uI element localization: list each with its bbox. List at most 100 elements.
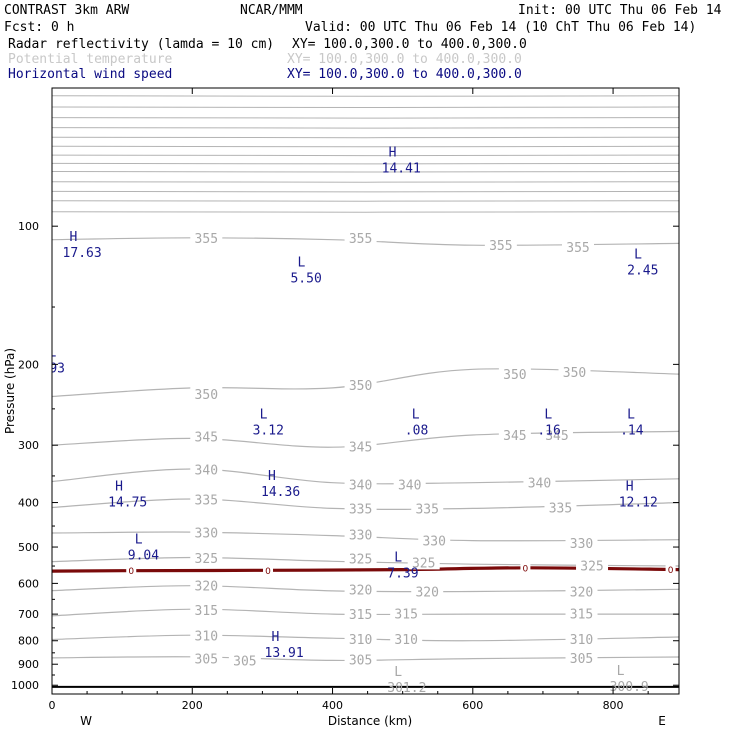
wind-extremum-value: 14.75	[108, 495, 147, 510]
y-axis-title: Pressure (hPa)	[3, 348, 17, 434]
wind-extremum-value: .14	[620, 424, 644, 439]
y-tick-label: 1000	[11, 679, 39, 692]
isentrope-label-bg	[344, 630, 377, 646]
wind-extremum-marker: L	[634, 248, 642, 263]
isentrope-label-bg	[565, 535, 598, 551]
reflectivity-contour-label: 0	[668, 566, 674, 576]
isentrope-label-350: 350	[195, 388, 218, 403]
wind-extremum-value: 12.12	[619, 495, 658, 510]
isentrope-label-bg	[562, 238, 595, 254]
isentrope-label-bg	[411, 500, 444, 516]
isentrope-label-340: 340	[398, 478, 421, 493]
isentrope-label-355: 355	[349, 232, 372, 247]
isentrope-label-305: 305	[349, 654, 372, 669]
isentrope-label-bg	[390, 630, 423, 646]
y-tick-label: 300	[18, 439, 39, 452]
reflectivity-contour-label: 0	[265, 567, 271, 577]
x-tick-label: 0	[49, 699, 56, 712]
crowded-isentrope-line	[52, 162, 679, 165]
isentrope-label-bg	[190, 524, 223, 540]
isentrope-label-330: 330	[422, 535, 445, 550]
isentrope-label-345: 345	[349, 441, 372, 456]
isentrope-label-bg	[344, 438, 377, 454]
isentrope-label-bg	[344, 606, 377, 622]
isentrope-label-315: 315	[394, 608, 417, 623]
isentrope-label-340: 340	[195, 464, 218, 479]
isentrope-label-340: 340	[349, 478, 372, 493]
isentrope-label-bg	[190, 385, 223, 401]
isentrope-330	[52, 531, 679, 542]
crowded-isentrope-line	[52, 171, 679, 173]
wind-extremum-marker: L	[627, 408, 635, 423]
header-fcst: Fcst: 0 h	[4, 20, 74, 35]
isentrope-label-bg	[344, 476, 377, 492]
isentrope-label-335: 335	[195, 494, 218, 509]
isentrope-340	[52, 468, 679, 485]
isentrope-label-320: 320	[195, 580, 218, 595]
isentrope-label-305: 305	[195, 653, 218, 668]
isentrope-label-bg	[565, 630, 598, 646]
isentrope-315	[52, 608, 679, 617]
wind-extremum-value: 3.12	[253, 424, 284, 439]
theta-label-group: 355 355 355 355 350 350 350 350 345 345 345 345 340 3…	[190, 229, 609, 669]
y-tick-label: 100	[18, 220, 39, 233]
isentrope-label-315: 315	[195, 604, 218, 619]
isentrope-label-bg	[190, 428, 223, 444]
header-valid: Valid: 00 UTC Thu 06 Feb 14 (10 ChT Thu …	[305, 20, 696, 35]
isentrope-label-330: 330	[570, 537, 593, 552]
isentrope-label-330: 330	[349, 529, 372, 544]
y-tick-label: 800	[18, 635, 39, 648]
isentrope-label-bg	[498, 426, 531, 442]
isentrope-label-bg	[411, 583, 444, 599]
wind-extremum-marker: L	[260, 408, 268, 423]
isentrope-label-bg	[190, 549, 223, 565]
wind-extremum-value: 9.04	[128, 548, 159, 563]
isentrope-label-350: 350	[349, 379, 372, 394]
y-tick-label: 700	[18, 608, 39, 621]
wind-extremum-marker: H	[115, 479, 123, 494]
y-tick-label: 900	[18, 658, 39, 671]
isentrope-label-bg	[344, 526, 377, 542]
isentrope-label-355: 355	[195, 232, 218, 247]
crowded-isentrope-line	[52, 95, 679, 97]
isentrope-label-305: 305	[570, 652, 593, 667]
crowded-isentrope-line	[52, 181, 679, 183]
isentrope-label-bg	[344, 581, 377, 597]
isentrope-label-bg	[484, 237, 517, 253]
isentrope-320	[52, 585, 679, 593]
isentrope-label-bg	[344, 550, 377, 566]
isentrope-label-bg	[190, 601, 223, 617]
field-reflectivity-name: Radar reflectivity (lamda = 10 cm)	[8, 37, 274, 52]
wind-extremum-marker: H	[626, 479, 634, 494]
isentrope-label-325: 325	[195, 552, 218, 567]
contour-label-bg	[520, 562, 531, 573]
isentrope-label-bg	[523, 474, 556, 490]
header-model: CONTRAST 3km ARW	[4, 3, 129, 18]
x-tick-label: 800	[603, 699, 624, 712]
isentrope-325	[52, 556, 679, 567]
isentrope-label-bg	[344, 377, 377, 393]
isentrope-label-305: 305	[233, 654, 256, 669]
axes-group: 0 200 400 600 800 100 200 300 400 500 600 700 800 900…	[11, 88, 679, 712]
isentrope-310	[52, 634, 679, 642]
wind-extremum-marker: H	[268, 469, 276, 484]
field-ptemp-xy: XY= 100.0,300.0 to 400.0,300.0	[287, 52, 522, 67]
isentrope-label-bg	[540, 426, 573, 442]
isentrope-label-bg	[190, 577, 223, 593]
wind-extremum-value: .93	[42, 361, 65, 376]
wind-extremum-marker: L	[412, 408, 420, 423]
wind-extrema-group: H17.63L5.50L2.45L.93H14.41L3.12L.08L.16L…	[42, 146, 658, 694]
isentrope-label-bg	[344, 229, 377, 245]
wind-extremum-marker: L	[394, 550, 402, 565]
west-label: W	[80, 714, 92, 728]
crowded-isentrope-line	[52, 145, 679, 148]
isentrope-label-335: 335	[349, 502, 372, 517]
isentrope-label-310: 310	[394, 633, 417, 648]
contour-label-bg	[665, 564, 676, 575]
crowded-isentrope-line	[52, 211, 679, 213]
contour-label-bg	[263, 565, 274, 576]
isentrope-label-310: 310	[570, 633, 593, 648]
wind-extremum-value: 14.36	[261, 485, 300, 500]
